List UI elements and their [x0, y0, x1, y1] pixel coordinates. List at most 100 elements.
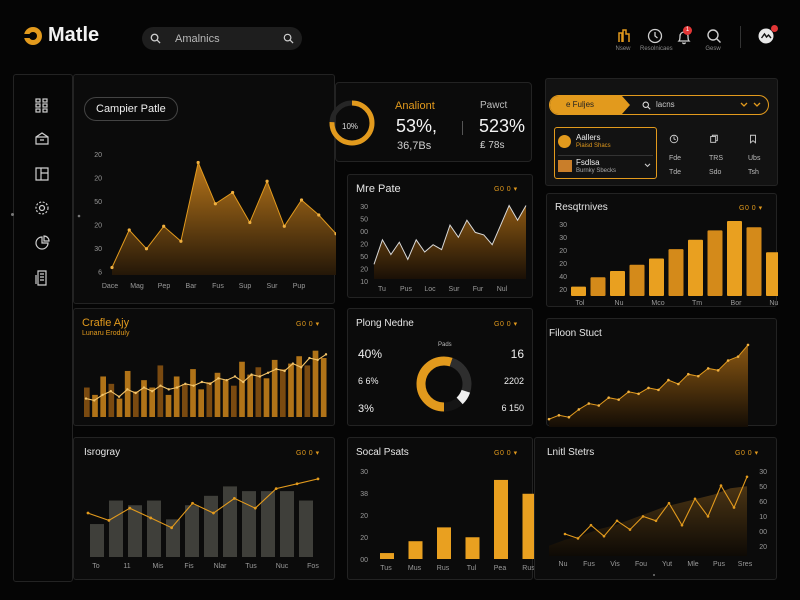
data-point: [597, 404, 601, 407]
bar: [271, 359, 278, 417]
kpi-b-sub: ₤ 78s: [480, 140, 505, 151]
x-tick-label: Mle: [687, 561, 698, 568]
panel-mre-meta[interactable]: G0 0 ▾: [494, 186, 518, 193]
y-tick-label: 00: [360, 557, 368, 564]
bar: [166, 519, 180, 557]
filter-col-2[interactable]: TRS Sdo: [709, 131, 729, 176]
area-series: [549, 344, 748, 427]
top-label-notes: Nsew: [615, 46, 631, 52]
data-point: [213, 202, 217, 206]
data-point: [86, 511, 90, 515]
data-point: [706, 367, 710, 370]
kpi-b-label: Pawct: [480, 100, 508, 111]
bar: [299, 500, 313, 557]
chevron-down-icon[interactable]: [753, 102, 761, 108]
panel-resq-meta[interactable]: G0 0 ▾: [739, 205, 763, 212]
bar: [109, 500, 123, 557]
x-tick-label: Nul: [497, 286, 508, 293]
data-point: [274, 487, 278, 491]
data-point: [253, 506, 257, 510]
top-label-search: Gesw: [705, 46, 721, 52]
chevron-down-icon[interactable]: [740, 102, 748, 108]
sidebar-item-chart[interactable]: [33, 234, 51, 252]
search-submit-icon[interactable]: [283, 33, 294, 44]
data-point: [628, 528, 632, 531]
plong-left-1: 40%: [358, 347, 383, 361]
panel-resq: Resqtrnives G0 0 ▾ 30 30 20 20 40 20 Tol Nu Mco T…: [546, 193, 778, 307]
panel-mre: Mre Pate G0 0 ▾ 30 50 00 20 50 20 10 Tu Pus Loc Su…: [347, 174, 533, 298]
data-point: [200, 380, 204, 384]
panel-isrogray-title: Isrogray: [84, 447, 121, 458]
y-tick-label: 50: [759, 484, 767, 491]
filter-bar[interactable]: e Fuljes lacns: [549, 95, 769, 115]
y-tick-label: 10: [360, 279, 368, 286]
bar: [222, 380, 229, 417]
bar: [133, 391, 139, 417]
bar: [465, 537, 480, 559]
bar: [649, 258, 664, 296]
panel-crafle-meta[interactable]: G0 0 ▾: [296, 321, 320, 328]
panel-crafle-subtitle: Lunaru Eroduly: [82, 330, 130, 337]
panel-socal-meta[interactable]: G0 0 ▾: [494, 450, 518, 457]
bar: [239, 361, 245, 417]
x-tick-label: Tus: [380, 565, 392, 572]
top-icon-history[interactable]: [646, 27, 664, 45]
data-point: [149, 516, 153, 520]
panel-lnitl-meta[interactable]: G0 0 ▾: [735, 450, 759, 457]
top-label-history: Resolnicaes: [640, 46, 673, 52]
data-point: [282, 224, 286, 228]
bar: [522, 493, 534, 559]
sidebar-item-grid[interactable]: [33, 96, 51, 114]
x-tick-label: Sur: [267, 283, 279, 290]
filter-search-input[interactable]: lacns: [656, 100, 675, 109]
sidebar-dot: [11, 213, 14, 216]
chevron-down-icon[interactable]: [644, 163, 651, 168]
bar: [182, 383, 188, 417]
sidebar-item-box[interactable]: [33, 130, 51, 148]
x-tick-label: 11: [123, 563, 130, 570]
filter-col-3[interactable]: Ubs Tsh: [748, 131, 768, 176]
bar: [108, 383, 115, 417]
panel-socal-title: Socal Psats: [356, 447, 409, 458]
data-point: [316, 358, 319, 362]
data-point: [266, 371, 270, 374]
logo[interactable]: Matle: [22, 24, 99, 47]
sidebar: [11, 74, 73, 582]
y-tick-label: 50: [360, 254, 368, 261]
x-tick-label: Sur: [449, 286, 461, 293]
panel-plong-meta[interactable]: G0 0 ▾: [494, 321, 518, 328]
gear-icon: [35, 201, 49, 215]
sidebar-item-document[interactable]: [33, 269, 51, 287]
sidebar-item-layout[interactable]: [33, 165, 51, 183]
data-point: [265, 179, 269, 183]
header: Matle Amalnics Nsew Resolnicaes 1 Gesw: [0, 0, 800, 70]
data-point: [159, 384, 162, 387]
profile-avatar[interactable]: [757, 27, 775, 45]
sidebar-item-settings[interactable]: [33, 199, 51, 217]
data-point: [134, 391, 137, 395]
search-input[interactable]: Amalnics: [175, 32, 220, 45]
data-point: [84, 397, 88, 400]
bar: [128, 505, 142, 557]
panel-campier-title[interactable]: Campier Patle: [84, 97, 178, 121]
x-tick-label: Rus: [437, 565, 450, 572]
data-point: [299, 198, 304, 202]
x-tick-label: Fur: [473, 286, 484, 293]
list-item[interactable]: Fsdlsa Burnky Sbecks: [558, 155, 653, 177]
line-series: [87, 478, 319, 529]
bar: [320, 358, 327, 417]
panel-isrogray-meta[interactable]: G0 0 ▾: [296, 450, 320, 457]
search-bar[interactable]: Amalnics: [142, 27, 302, 50]
top-icon-notes[interactable]: [615, 27, 633, 45]
filter-col-1[interactable]: Fde Tde: [669, 131, 689, 176]
data-point: [225, 378, 228, 382]
filter-tag[interactable]: [550, 96, 630, 114]
data-point: [563, 532, 567, 536]
y-tick-label: 30: [759, 469, 767, 476]
y-tick-label: 00: [360, 229, 368, 236]
list-item[interactable]: Aallers Piaisd Shacs: [558, 131, 653, 153]
data-point: [175, 386, 179, 389]
top-icon-search[interactable]: [705, 27, 723, 45]
panel-isrogray-chart: To 11 Mis Fis Nlar Tus Nuc Fos: [86, 477, 320, 570]
